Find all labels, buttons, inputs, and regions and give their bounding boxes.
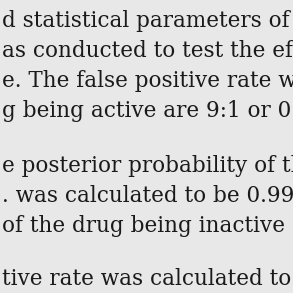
Text: . was calculated to be 0.993.: . was calculated to be 0.993. bbox=[2, 185, 293, 207]
Text: e posterior probability of the drug: e posterior probability of the drug bbox=[2, 155, 293, 177]
Text: g being active are 9:1 or 0.9, and th: g being active are 9:1 or 0.9, and th bbox=[2, 100, 293, 122]
Text: as conducted to test the efficacy of: as conducted to test the efficacy of bbox=[2, 40, 293, 62]
Text: d statistical parameters of power (1: d statistical parameters of power (1 bbox=[2, 10, 293, 32]
Text: e. The false positive rate was calcu: e. The false positive rate was calcu bbox=[2, 70, 293, 92]
Text: of the drug being inactive given a: of the drug being inactive given a bbox=[2, 215, 293, 237]
Text: tive rate was calculated to be appro: tive rate was calculated to be appro bbox=[2, 268, 293, 290]
